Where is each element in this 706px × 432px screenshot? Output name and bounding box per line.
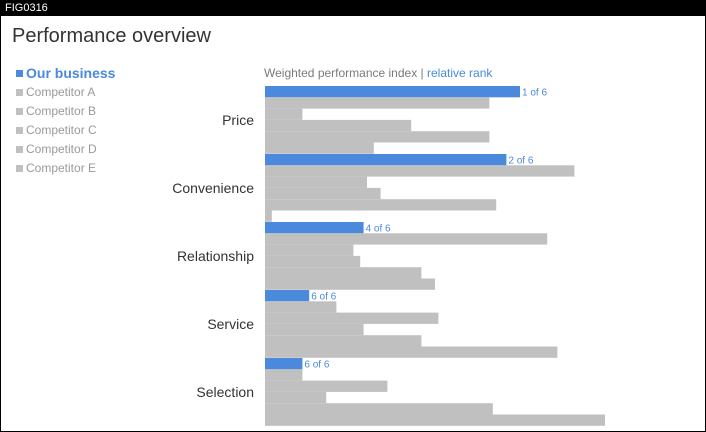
legend-label: Competitor E bbox=[26, 161, 97, 175]
category-label: Price bbox=[222, 112, 254, 128]
bar-competitor bbox=[265, 312, 439, 324]
bar-our-business bbox=[265, 358, 303, 370]
header-separator: | bbox=[420, 66, 424, 80]
bar-competitor bbox=[265, 301, 337, 313]
category-label: Convenience bbox=[172, 180, 254, 196]
legend-label: Our business bbox=[26, 64, 116, 81]
rank-label: 4 of 6 bbox=[366, 223, 391, 234]
legend: Our business Competitor A Competitor B Comp… bbox=[16, 63, 115, 178]
bar-competitor bbox=[265, 97, 490, 109]
legend-swatch bbox=[16, 165, 23, 172]
legend-item: Competitor A bbox=[16, 83, 115, 102]
legend-label: Competitor B bbox=[26, 104, 97, 118]
category-label: Selection bbox=[196, 384, 254, 400]
bar-competitor bbox=[265, 131, 490, 143]
bar-competitor bbox=[265, 187, 381, 200]
bar-competitor bbox=[265, 403, 493, 415]
bar-competitor bbox=[265, 414, 605, 426]
bar-competitor bbox=[265, 323, 364, 336]
bar-our-business bbox=[265, 154, 507, 166]
bar-competitor bbox=[265, 165, 575, 177]
index-header: Weighted performance index bbox=[264, 66, 418, 80]
bar-competitor bbox=[265, 278, 435, 290]
rank-label: 2 of 6 bbox=[508, 155, 533, 166]
legend-item: Competitor C bbox=[16, 121, 115, 140]
bar-competitor bbox=[265, 346, 558, 358]
legend-item: Competitor D bbox=[16, 140, 115, 159]
bar-competitor bbox=[265, 391, 327, 404]
legend-label: Competitor D bbox=[26, 142, 97, 156]
bar-competitor bbox=[265, 142, 374, 154]
rank-label: 6 of 6 bbox=[311, 291, 336, 302]
bar-competitor bbox=[265, 233, 548, 245]
rank-header: relative rank bbox=[427, 66, 493, 80]
bar-competitor bbox=[265, 199, 497, 211]
legend-swatch bbox=[16, 89, 23, 96]
legend-swatch bbox=[16, 127, 23, 134]
figure-tag: FIG0316 bbox=[1, 1, 705, 16]
rank-label: 6 of 6 bbox=[304, 359, 329, 370]
bar-competitor bbox=[265, 108, 303, 120]
bar-competitor bbox=[265, 244, 354, 256]
legend-item: Competitor E bbox=[16, 159, 115, 178]
bar-competitor bbox=[265, 255, 361, 268]
bar-our-business bbox=[265, 290, 310, 302]
legend-swatch bbox=[16, 146, 23, 153]
legend-item: Competitor B bbox=[16, 102, 115, 121]
bar-competitor bbox=[265, 267, 422, 279]
bar-competitor bbox=[265, 335, 422, 347]
category-label: Service bbox=[207, 316, 254, 332]
chart-header: Weighted performance index | relative ra… bbox=[264, 66, 492, 80]
rank-label: 1 of 6 bbox=[522, 87, 547, 98]
legend-item: Our business bbox=[16, 63, 115, 83]
legend-label: Competitor A bbox=[26, 85, 96, 99]
bar-our-business bbox=[265, 86, 520, 98]
chart-title: Performance overview bbox=[12, 25, 211, 47]
bar-competitor bbox=[265, 176, 367, 188]
legend-swatch bbox=[16, 108, 23, 115]
bar-competitor bbox=[265, 210, 272, 222]
legend-label: Competitor C bbox=[26, 123, 97, 137]
category-label: Relationship bbox=[177, 248, 254, 264]
legend-swatch bbox=[16, 69, 23, 77]
bar-competitor bbox=[265, 369, 303, 381]
bar-our-business bbox=[265, 222, 364, 234]
bar-competitor bbox=[265, 119, 412, 132]
bar-competitor bbox=[265, 380, 388, 392]
